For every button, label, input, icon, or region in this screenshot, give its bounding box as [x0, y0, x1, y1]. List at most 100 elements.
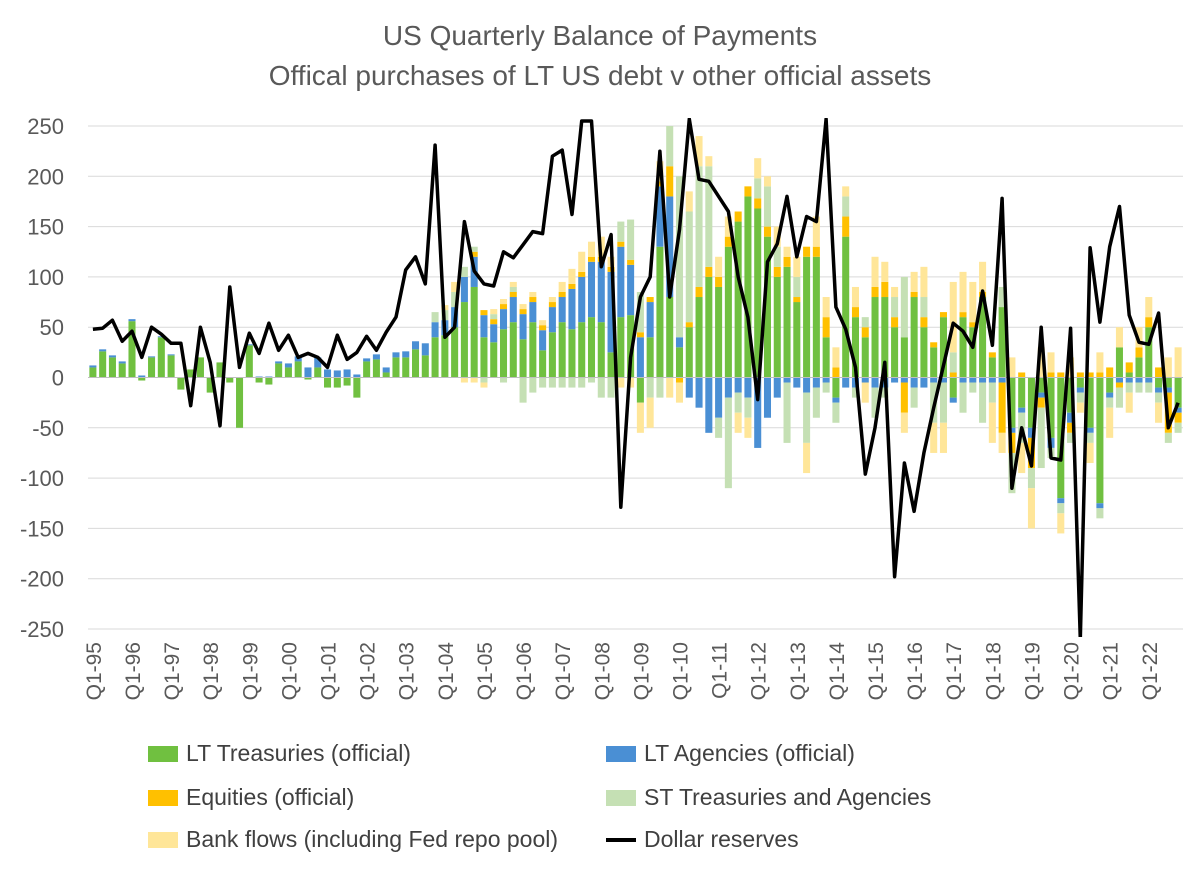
bar-series-1: [412, 341, 420, 350]
bar-series-2: [695, 286, 703, 298]
bar-series-4: [529, 291, 537, 298]
x-tick-label: Q1-10: [669, 642, 692, 700]
bar-series-1: [148, 356, 156, 358]
bar-series-0: [851, 317, 859, 378]
bar-series-0: [1086, 377, 1094, 428]
y-tick-label: 100: [27, 265, 64, 290]
bar-series-4: [763, 176, 772, 187]
bar-series-2: [793, 297, 801, 303]
bar-series-0: [734, 221, 742, 378]
bar-series-2: [1037, 397, 1045, 408]
bar-series-3: [509, 286, 517, 292]
bar-series-0: [861, 337, 869, 378]
legend-item-dollar-reserves: Dollar reserves: [606, 826, 799, 853]
bar-series-1: [695, 377, 703, 408]
bar-series-3: [949, 352, 957, 373]
bar-series-4: [587, 241, 596, 257]
bar-series-4: [881, 261, 889, 282]
bar-series-4: [988, 402, 996, 443]
bar-series-0: [519, 339, 527, 378]
bar-series-0: [939, 317, 947, 378]
bar-series-3: [920, 297, 928, 318]
bar-series-4: [705, 156, 713, 167]
bar-series-1: [480, 315, 488, 338]
bar-series-4: [793, 256, 801, 277]
x-tick-label: Q1-22: [1139, 642, 1162, 700]
bar-series-4: [451, 281, 459, 292]
bar-series-4: [1027, 488, 1035, 529]
bar-series-3: [832, 402, 840, 423]
bar-series-1: [1067, 412, 1075, 423]
bar-series-0: [1115, 347, 1123, 378]
bar-series-0: [441, 335, 449, 378]
bar-series-2: [666, 166, 674, 197]
bar-series-0: [1164, 377, 1172, 388]
bar-series-0: [363, 361, 371, 378]
bar-series-0: [568, 329, 576, 378]
bar-series-3: [793, 276, 801, 298]
bar-series-0: [196, 357, 204, 378]
bar-series-4: [499, 299, 508, 305]
bar-series-1: [284, 363, 292, 368]
bar-series-0: [685, 327, 693, 378]
bar-series-2: [685, 322, 693, 328]
bar-series-0: [548, 332, 556, 378]
bar-series-4: [949, 281, 957, 353]
bar-series-1: [568, 288, 576, 330]
bar-series-3: [803, 392, 811, 443]
bar-series-3: [939, 382, 947, 423]
chart-canvas: 250 200 150 100 50 0 -50 -100 -150 -200 -250 Q1-95 Q…: [20, 114, 1183, 700]
bar-series-4: [724, 216, 732, 237]
bar-series-3: [812, 387, 820, 418]
bar-series-3: [1164, 432, 1172, 443]
x-tick-label: Q1-99: [239, 642, 262, 700]
bar-series-1: [353, 374, 361, 378]
bar-series-3: [578, 377, 586, 388]
bar-series-0: [1047, 377, 1055, 438]
bar-series-1: [812, 377, 820, 388]
y-tick-label: -200: [20, 567, 64, 592]
bar-series-2: [930, 342, 938, 348]
bar-series-0: [128, 321, 136, 378]
bar-series-0: [822, 337, 830, 378]
bar-series-2: [539, 325, 547, 331]
bar-series-0: [754, 208, 762, 378]
bar-series-1: [1115, 377, 1123, 383]
bar-series-2: [998, 382, 1006, 433]
bar-series-4: [930, 422, 938, 453]
legend-item-st-treasuries: ST Treasuries and Agencies: [606, 784, 931, 811]
bar-series-2: [754, 198, 762, 209]
bar-series-0: [255, 377, 263, 383]
bar-series-1: [597, 261, 605, 323]
bar-series-1: [754, 377, 762, 448]
bar-series-2: [490, 319, 498, 325]
bar-series-3: [979, 382, 987, 423]
bar-series-1: [1135, 377, 1143, 383]
y-tick-label: -50: [32, 416, 64, 441]
y-tick-label: -250: [20, 617, 64, 642]
bar-series-0: [812, 256, 820, 378]
bar-series-4: [539, 320, 547, 326]
x-tick-label: Q1-20: [1061, 642, 1084, 700]
bar-series-2: [715, 276, 723, 287]
bar-series-0: [284, 367, 292, 378]
bar-series-1: [265, 376, 273, 378]
bar-series-2: [783, 256, 791, 267]
bar-series-3: [910, 387, 918, 408]
bar-series-1: [773, 377, 781, 398]
bar-series-3: [763, 186, 772, 227]
bar-series-3: [861, 317, 869, 328]
bar-series-2: [529, 297, 537, 303]
bar-series-4: [558, 281, 566, 292]
bar-series-4: [842, 186, 850, 197]
bar-series-0: [617, 317, 625, 378]
bar-series-2: [881, 281, 889, 298]
bar-series-4: [812, 216, 820, 247]
bar-series-3: [1086, 432, 1094, 443]
x-tick-label: Q1-12: [748, 642, 771, 700]
bar-series-4: [1047, 352, 1055, 373]
x-tick-label: Q1-05: [474, 642, 497, 700]
bar-series-1: [636, 337, 644, 378]
bar-series-0: [881, 297, 889, 378]
legend-swatch-dollar-reserves: [606, 837, 636, 842]
